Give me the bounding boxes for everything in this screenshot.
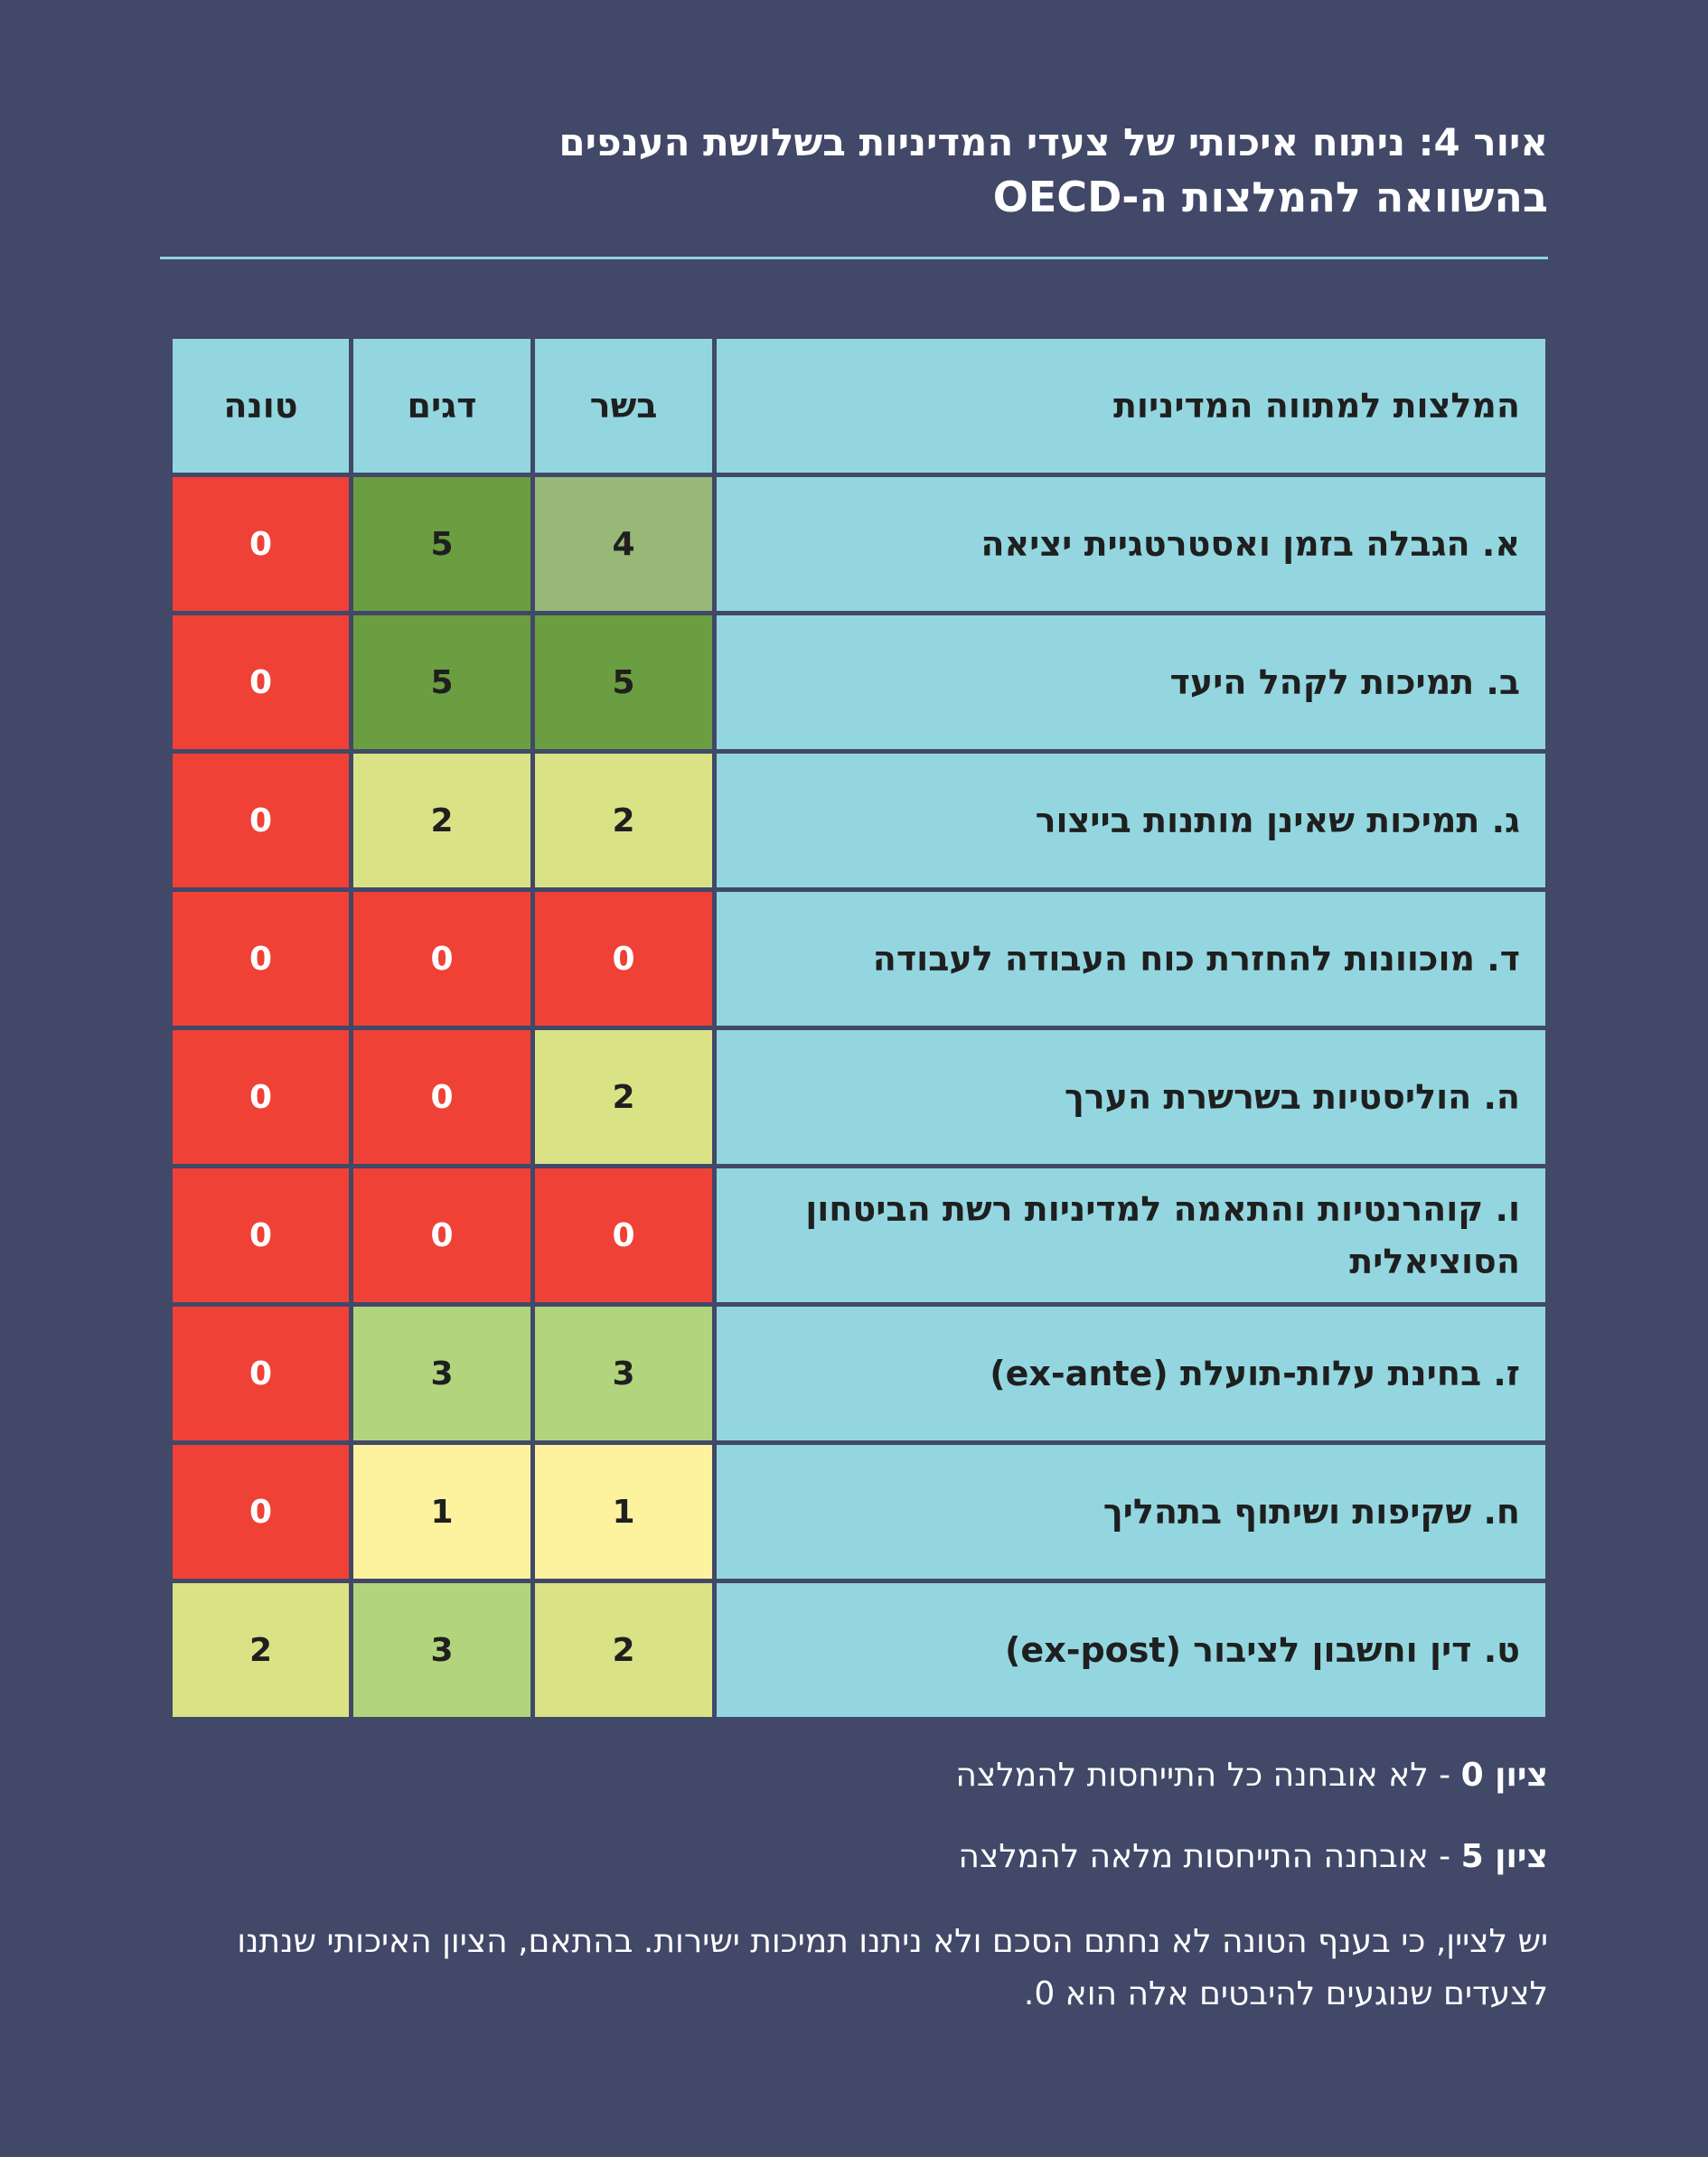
legend-key: ציון 5 — [1460, 1838, 1548, 1875]
score-cell-meat: 2 — [535, 1030, 712, 1164]
legend-item: ציון 5 - אובחנה התייחסות מלאה להמלצה — [160, 1834, 1548, 1880]
score-cell-fish: 0 — [353, 1030, 530, 1164]
score-cell-fish: 1 — [353, 1445, 530, 1579]
policy-score-table: המלצות למתווה המדיניות בשר דגים טונה א. הגבל… — [163, 339, 1545, 1723]
score-cell-tuna: 0 — [173, 1030, 349, 1164]
score-cell-fish: 0 — [353, 892, 530, 1026]
score-cell-tuna: 0 — [173, 477, 349, 611]
score-cell-fish: 3 — [353, 1307, 530, 1440]
title-line-1: איור 4: ניתוח איכותי של צעדי המדיניות בש… — [558, 120, 1548, 164]
score-cell-meat: 2 — [535, 1583, 712, 1717]
legend-text: - לא אובחנה כל התייחסות להמלצה — [955, 1757, 1461, 1794]
score-cell-meat: 2 — [535, 754, 712, 887]
title-line-2: בהשוואה להמלצות ה-OECD — [992, 173, 1548, 221]
row-label: ה. הוליסטיות בשרשרת הערך — [717, 1030, 1545, 1164]
legend-item: ציון 0 - לא אובחנה כל התייחסות להמלצה — [160, 1753, 1548, 1798]
row-label: ו. קוהרנטיות והתאמה למדיניות רשת הביטחון… — [717, 1168, 1545, 1302]
score-cell-meat: 5 — [535, 615, 712, 749]
score-cell-tuna: 0 — [173, 754, 349, 887]
score-cell-tuna: 2 — [173, 1583, 349, 1717]
score-cell-meat: 1 — [535, 1445, 712, 1579]
row-label: ג. תמיכות שאינן מותנות בייצור — [717, 754, 1545, 887]
score-cell-fish: 5 — [353, 477, 530, 611]
score-cell-tuna: 0 — [173, 1445, 349, 1579]
header-tuna: טונה — [173, 339, 349, 473]
score-cell-meat: 0 — [535, 892, 712, 1026]
score-cell-fish: 2 — [353, 754, 530, 887]
score-cell-fish: 0 — [353, 1168, 530, 1302]
footnote: יש לציין, כי בענף הטונה לא נחתם הסכם ולא… — [237, 1923, 1548, 2012]
row-label: ח. שקיפות ושיתוף בתהליך — [717, 1445, 1545, 1579]
score-cell-meat: 3 — [535, 1307, 712, 1440]
header-meat: בשר — [535, 339, 712, 473]
title-divider — [160, 257, 1548, 259]
row-label: ז. בחינת עלות-תועלת (ex-ante) — [717, 1307, 1545, 1440]
score-cell-tuna: 0 — [173, 1168, 349, 1302]
legend: ציון 0 - לא אובחנה כל התייחסות להמלצה ציו… — [160, 1753, 1548, 1916]
legend-key: ציון 0 — [1460, 1757, 1548, 1794]
score-cell-meat: 0 — [535, 1168, 712, 1302]
legend-text: - אובחנה התייחסות מלאה להמלצה — [958, 1838, 1461, 1875]
score-cell-tuna: 0 — [173, 892, 349, 1026]
header-fish: דגים — [353, 339, 530, 473]
figure-title: איור 4: ניתוח איכותי של צעדי המדיניות בש… — [160, 117, 1548, 226]
row-label: ט. דין וחשבון לציבור (ex-post) — [717, 1583, 1545, 1717]
row-label: א. הגבלה בזמן ואסטרטגיית יציאה — [717, 477, 1545, 611]
score-cell-fish: 3 — [353, 1583, 530, 1717]
header-recommendations: המלצות למתווה המדיניות — [717, 339, 1545, 473]
score-cell-fish: 5 — [353, 615, 530, 749]
row-label: ב. תמיכות לקהל היעד — [717, 615, 1545, 749]
score-cell-tuna: 0 — [173, 1307, 349, 1440]
row-label: ד. מוכוונות להחזרת כוח העבודה לעבודה — [717, 892, 1545, 1026]
score-cell-meat: 4 — [535, 477, 712, 611]
score-cell-tuna: 0 — [173, 615, 349, 749]
